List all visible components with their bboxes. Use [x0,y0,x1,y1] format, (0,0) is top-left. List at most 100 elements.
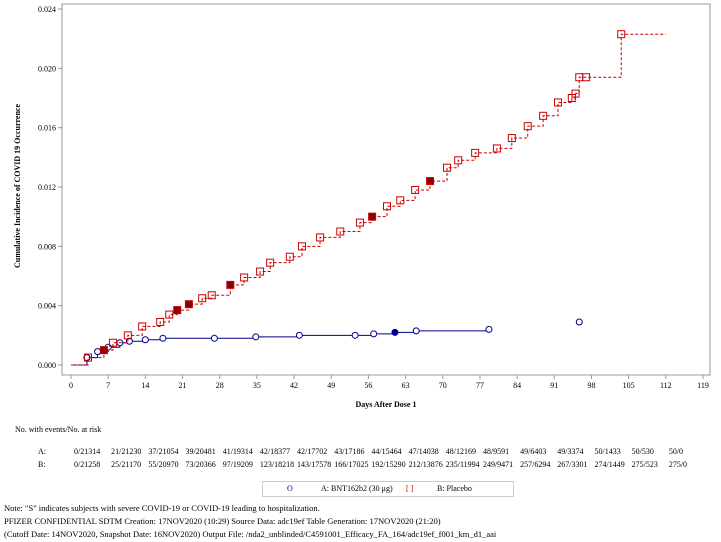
risk-cell: 0/21314 [74,447,100,456]
risk-cell: 73/20366 [186,460,216,469]
event-marker [617,30,626,39]
risk-cell: 249/9471 [483,460,513,469]
x-tick-label: 91 [550,381,558,390]
risk-cell: 192/15290 [371,460,405,469]
event-marker [383,202,391,211]
event-marker [108,338,117,347]
x-tick-label: 14 [141,381,149,390]
footnote-2: PFIZER CONFIDENTIAL SDTM Creation: 17NOV… [4,516,441,526]
y-tick-label: 0.004 [38,302,56,311]
event-marker [156,317,165,326]
event-marker [295,331,303,339]
risk-cell: 97/19209 [223,460,253,469]
event-marker [471,148,480,157]
risk-cell: 42/17702 [297,447,327,456]
x-tick-label: 98 [587,381,595,390]
event-marker [285,252,294,261]
risk-cell: 42/18377 [260,447,290,456]
risk-cell: 267/3301 [557,460,587,469]
event-marker [411,185,420,194]
event-marker [355,218,364,227]
event-marker [507,134,516,143]
severe-event-marker [226,280,235,289]
legend-b-label: B: Placebo [437,484,472,493]
series-line [71,329,490,366]
risk-cell: 274/1449 [594,460,624,469]
y-axis-label: Cumulative Incidence of COVID 19 Occurre… [13,104,22,269]
x-tick-label: 77 [476,381,484,390]
x-axis-label: Days After Dose 1 [356,400,417,409]
x-tick-label: 112 [660,381,672,390]
event-marker [123,331,132,340]
legend-b-symbol: [ ] [406,484,414,493]
risk-cell: 50/0 [669,447,683,456]
risk-cell: 25/21170 [111,460,141,469]
severe-event-marker [391,328,399,336]
severe-event-marker [184,300,193,309]
risk-cell: 123/18218 [260,460,294,469]
event-marker [575,318,583,326]
y-tick-label: 0.000 [38,361,56,370]
event-marker [554,98,563,107]
risk-cell: 143/17578 [297,460,331,469]
risk-row-label: B: [38,460,46,469]
event-marker [396,196,405,205]
event-marker [252,333,260,341]
series-bnt162b2 [71,318,583,366]
footnote-1: Note: "S" indicates subjects with severe… [4,503,320,513]
event-marker [370,330,378,338]
y-tick-label: 0.012 [38,183,56,192]
event-marker [94,348,102,356]
risk-cell: 275/0 [669,460,687,469]
y-tick-label: 0.024 [38,5,56,14]
x-tick-label: 49 [327,381,335,390]
risk-cell: 43/17186 [334,447,364,456]
legend-a-label: A: BNT162b2 (30 μg) [321,484,393,493]
risk-cell: 257/6294 [520,460,550,469]
x-tick-label: 105 [623,381,635,390]
risk-cell: 37/21054 [148,447,178,456]
risk-cell: 47/14038 [409,447,439,456]
x-tick-label: 84 [513,381,521,390]
event-marker [138,322,147,331]
event-marker [582,73,591,82]
risk-cell: 50/530 [632,447,654,456]
event-marker [336,227,345,236]
event-marker [443,163,452,172]
x-tick-label: 119 [697,381,709,390]
event-marker [266,258,275,267]
risk-cell: 39/20481 [186,447,216,456]
event-marker [141,336,149,344]
event-marker [571,89,580,98]
series-placebo [71,30,666,366]
risk-cell: 49/3374 [557,447,583,456]
risk-cell: 21/21230 [111,447,141,456]
event-marker [412,327,420,335]
risk-table-title: No. with events/No. at risk [15,425,101,434]
event-marker [83,353,92,362]
y-tick-label: 0.008 [38,242,56,251]
event-marker [207,291,216,300]
risk-cell: 48/12169 [446,447,476,456]
plot-frame [61,3,711,376]
risk-cell: 50/1433 [594,447,620,456]
event-marker [198,294,207,303]
risk-cell: 0/21258 [74,460,100,469]
y-tick-label: 0.020 [38,64,56,73]
risk-cell: 48/9591 [483,447,509,456]
x-tick-label: 70 [439,381,447,390]
severe-event-marker [368,212,377,221]
event-marker [523,122,532,131]
risk-cell: 166/17025 [334,460,368,469]
x-tick-label: 21 [179,381,187,390]
x-tick-label: 35 [253,381,261,390]
event-marker [539,111,548,120]
event-marker [256,267,265,276]
x-tick-label: 0 [69,381,73,390]
risk-cell: 41/19314 [223,447,253,456]
x-tick-label: 7 [106,381,110,390]
event-marker [165,310,174,319]
risk-cell: 55/20970 [148,460,178,469]
series-line [71,33,666,366]
